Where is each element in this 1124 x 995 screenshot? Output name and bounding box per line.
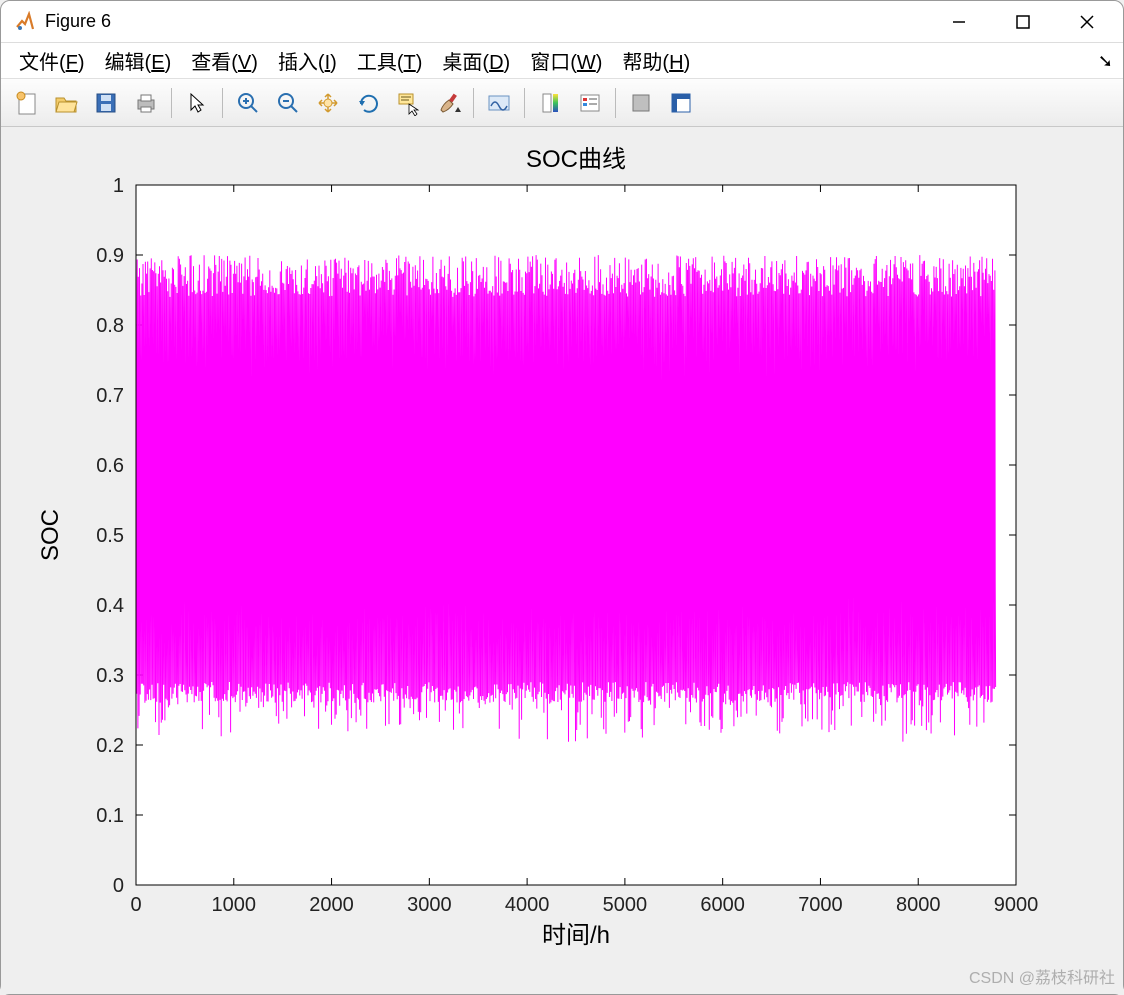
- svg-text:0.5: 0.5: [96, 525, 124, 547]
- menu-file[interactable]: 文件(F): [9, 42, 95, 79]
- zoom-out-button[interactable]: [269, 85, 307, 121]
- colorbar-button[interactable]: [531, 85, 569, 121]
- svg-text:0.2: 0.2: [96, 735, 124, 757]
- svg-text:时间/h: 时间/h: [542, 922, 610, 949]
- toolbar: [1, 79, 1123, 127]
- menu-window[interactable]: 窗口(W): [520, 42, 612, 79]
- rotate-button[interactable]: [349, 85, 387, 121]
- svg-text:0: 0: [113, 875, 124, 897]
- toolbar-separator: [171, 88, 172, 118]
- minimize-button[interactable]: [927, 1, 991, 43]
- svg-text:8000: 8000: [896, 894, 941, 916]
- open-button[interactable]: [47, 85, 85, 121]
- toolbar-separator: [615, 88, 616, 118]
- menu-help[interactable]: 帮助(H): [612, 42, 700, 79]
- svg-text:7000: 7000: [798, 894, 843, 916]
- svg-text:4000: 4000: [505, 894, 550, 916]
- menu-view[interactable]: 查看(V): [181, 42, 268, 79]
- figure-window: Figure 6 文件(F) 编辑(E) 查看(V) 插入(I) 工具(T) 桌…: [0, 0, 1124, 995]
- close-button[interactable]: [1055, 1, 1119, 43]
- svg-text:0.6: 0.6: [96, 455, 124, 477]
- toolbar-separator: [524, 88, 525, 118]
- watermark: CSDN @荔枝科研社: [969, 964, 1115, 988]
- menu-tools[interactable]: 工具(T): [347, 42, 433, 79]
- svg-text:0.3: 0.3: [96, 665, 124, 687]
- svg-text:5000: 5000: [603, 894, 648, 916]
- titlebar: Figure 6: [1, 1, 1123, 43]
- dock-arrow-icon[interactable]: ➘: [1098, 51, 1113, 72]
- svg-text:0.4: 0.4: [96, 595, 124, 617]
- toolbar-separator: [473, 88, 474, 118]
- svg-text:0.1: 0.1: [96, 805, 124, 827]
- pointer-button[interactable]: [178, 85, 216, 121]
- show-plot-tools-button[interactable]: [662, 85, 700, 121]
- svg-text:0.8: 0.8: [96, 315, 124, 337]
- svg-text:SOC: SOC: [37, 509, 64, 561]
- brush-button[interactable]: [429, 85, 467, 121]
- pan-button[interactable]: [309, 85, 347, 121]
- menubar: 文件(F) 编辑(E) 查看(V) 插入(I) 工具(T) 桌面(D) 窗口(W…: [1, 43, 1123, 79]
- svg-text:0.7: 0.7: [96, 385, 124, 407]
- svg-text:1000: 1000: [212, 894, 257, 916]
- toolbar-separator: [222, 88, 223, 118]
- matlab-icon: [13, 10, 37, 34]
- svg-text:0.9: 0.9: [96, 245, 124, 267]
- print-button[interactable]: [127, 85, 165, 121]
- legend-button[interactable]: [571, 85, 609, 121]
- svg-text:SOC曲线: SOC曲线: [526, 146, 626, 173]
- menu-insert[interactable]: 插入(I): [268, 42, 347, 79]
- save-button[interactable]: [87, 85, 125, 121]
- svg-text:3000: 3000: [407, 894, 452, 916]
- svg-text:9000: 9000: [994, 894, 1039, 916]
- menu-edit[interactable]: 编辑(E): [95, 42, 182, 79]
- zoom-in-button[interactable]: [229, 85, 267, 121]
- figure-area: 0 1000 2000 3000 4000 5000 6000 7000 8000 9000 0 0.…: [1, 127, 1123, 994]
- axes[interactable]: 0 1000 2000 3000 4000 5000 6000 7000 8000 9000 0 0.…: [1, 127, 1123, 994]
- svg-text:2000: 2000: [309, 894, 354, 916]
- hide-plot-tools-button[interactable]: [622, 85, 660, 121]
- link-button[interactable]: [480, 85, 518, 121]
- menu-desktop[interactable]: 桌面(D): [432, 42, 520, 79]
- data-cursor-button[interactable]: [389, 85, 427, 121]
- svg-text:0: 0: [130, 894, 141, 916]
- svg-text:1: 1: [113, 175, 124, 197]
- new-figure-button[interactable]: [7, 85, 45, 121]
- maximize-button[interactable]: [991, 1, 1055, 43]
- window-title: Figure 6: [45, 11, 927, 32]
- svg-text:6000: 6000: [700, 894, 745, 916]
